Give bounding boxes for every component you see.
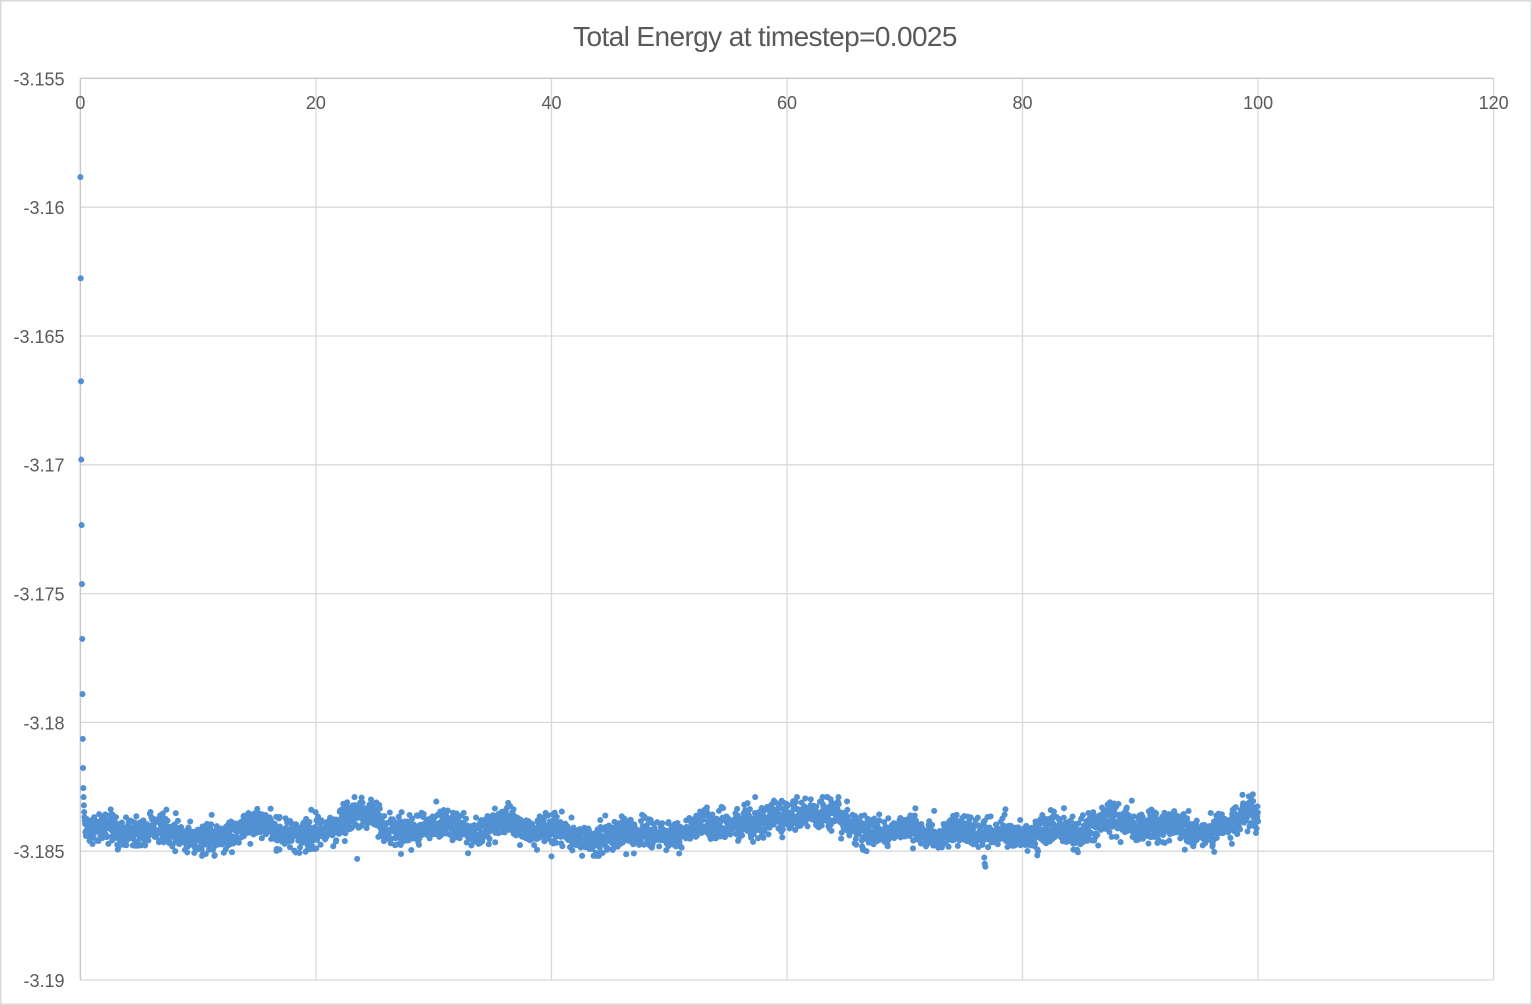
svg-text:100: 100 — [1243, 93, 1273, 113]
svg-text:-3.155: -3.155 — [13, 69, 64, 89]
svg-text:-3.18: -3.18 — [23, 713, 64, 733]
svg-text:40: 40 — [541, 93, 561, 113]
svg-text:Total Energy at timestep=0.002: Total Energy at timestep=0.0025 — [573, 21, 957, 52]
svg-text:0: 0 — [75, 93, 85, 113]
svg-text:-3.175: -3.175 — [13, 585, 64, 605]
svg-text:-3.185: -3.185 — [13, 842, 64, 862]
svg-text:-3.165: -3.165 — [13, 327, 64, 347]
svg-text:80: 80 — [1012, 93, 1032, 113]
svg-text:20: 20 — [306, 93, 326, 113]
svg-text:-3.17: -3.17 — [23, 456, 64, 476]
svg-text:60: 60 — [777, 93, 797, 113]
svg-text:-3.16: -3.16 — [23, 198, 64, 218]
svg-text:120: 120 — [1479, 93, 1509, 113]
svg-text:-3.19: -3.19 — [23, 971, 64, 991]
